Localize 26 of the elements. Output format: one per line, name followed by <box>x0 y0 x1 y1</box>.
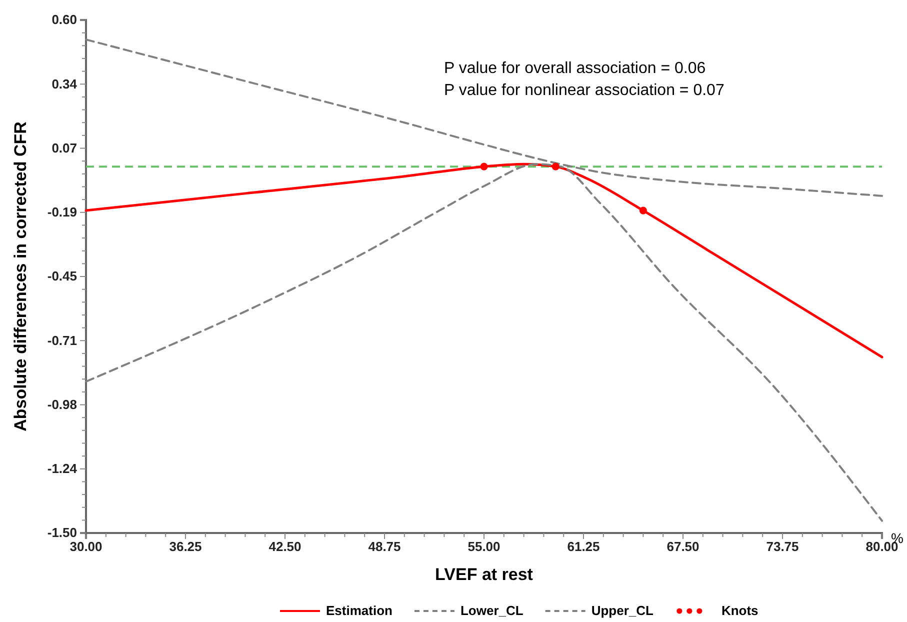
y-tick-label: -1.50 <box>47 525 77 540</box>
y-tick-label: -0.98 <box>47 396 77 412</box>
x-tick-label: 55.00 <box>468 539 500 554</box>
x-tick-label: 36.25 <box>169 539 202 554</box>
x-tick-label: 30.00 <box>70 539 102 554</box>
x-tick-label: 42.50 <box>268 539 302 554</box>
y-tick-label: -0.19 <box>47 204 77 220</box>
annotation: P value for overall association = 0.06 <box>444 60 706 77</box>
y-tick-label: -0.71 <box>47 332 77 348</box>
y-tick-label: 0.60 <box>52 12 77 28</box>
legend-label: Estimation <box>326 603 393 618</box>
x-tick-label: 73.75 <box>766 539 799 554</box>
x-tick-label: 61.25 <box>567 539 600 554</box>
y-tick-label: 0.34 <box>52 76 78 92</box>
annotation: P value for nonlinear association = 0.07 <box>444 82 724 99</box>
y-axis-title: Absolute differences in corrected CFR <box>11 122 30 432</box>
legend-label: Lower_CL <box>460 603 524 618</box>
y-tick-label: -1.24 <box>47 461 78 476</box>
legend-label: Upper_CL <box>591 603 654 618</box>
y-tick-label: 0.07 <box>52 140 77 156</box>
x-tick-label: 48.75 <box>368 539 401 554</box>
y-tick-label: -0.45 <box>47 268 77 284</box>
x-axis-title: LVEF at rest <box>435 565 534 584</box>
x-tick-label: 67.50 <box>666 539 700 554</box>
legend-label: Knots <box>721 603 758 618</box>
line-series <box>84 162 884 358</box>
